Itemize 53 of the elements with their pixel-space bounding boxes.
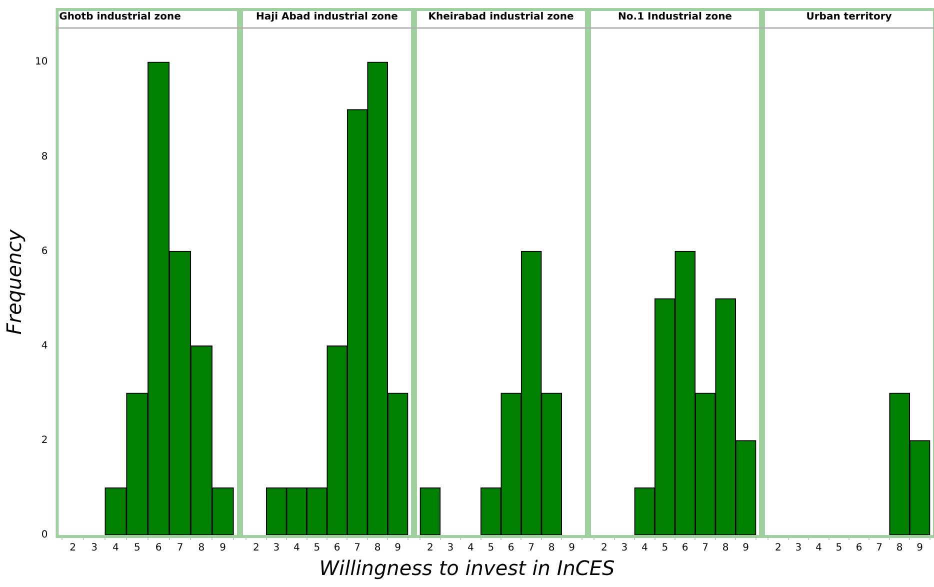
y-tick-label: 8 xyxy=(41,151,48,162)
x-tick-label: 5 xyxy=(836,542,842,554)
y-tick-label: 0 xyxy=(41,530,48,541)
x-tick-label: 5 xyxy=(314,542,320,554)
x-tick-label: 2 xyxy=(427,542,434,554)
chart-title: No.1 Industrial zone xyxy=(618,12,732,23)
x-tick-label: 9 xyxy=(568,542,575,554)
x-tick-label: 5 xyxy=(662,542,668,554)
x-tick-label: 4 xyxy=(467,542,474,554)
x-axis-title: Willingness to invest in InCES xyxy=(318,556,616,580)
x-tick-label: 3 xyxy=(447,542,454,554)
chart-title: Kheirabad industrial zone xyxy=(428,12,574,23)
x-tick-label: 4 xyxy=(815,542,822,554)
x-tick-label: 7 xyxy=(876,542,883,554)
x-tick-label: 7 xyxy=(176,542,184,554)
x-tick-label: 5 xyxy=(134,542,140,554)
x-tick-label: 3 xyxy=(91,542,98,554)
x-tick-label: 2 xyxy=(70,542,76,554)
x-tick-label: 4 xyxy=(112,542,119,554)
y-axis-title: Frequency xyxy=(2,228,26,335)
chart-title: Urban territory xyxy=(806,12,892,23)
x-tick-label: 6 xyxy=(334,542,340,554)
chart-title: Ghotb industrial zone xyxy=(59,12,182,23)
x-tick-label: 7 xyxy=(702,542,709,554)
x-tick-label: 2 xyxy=(775,542,782,554)
x-tick-label: 3 xyxy=(795,542,802,554)
x-tick-label: 6 xyxy=(856,542,862,554)
x-tick-label: 6 xyxy=(508,542,514,554)
x-tick-label: 3 xyxy=(273,542,280,554)
x-tick-label: 9 xyxy=(742,542,749,554)
x-tick-label: 4 xyxy=(293,542,300,554)
x-tick-label: 6 xyxy=(155,542,162,554)
x-tick-label: 8 xyxy=(548,542,555,554)
x-tick-label: 5 xyxy=(488,542,494,554)
x-tick-label: 9 xyxy=(916,542,923,554)
x-tick-label: 7 xyxy=(528,542,535,554)
y-tick-label: 4 xyxy=(41,340,48,352)
x-tick-label: 3 xyxy=(621,542,628,554)
y-tick-label: 2 xyxy=(41,435,48,446)
x-tick-label: 8 xyxy=(198,542,205,554)
y-tick-label: 10 xyxy=(34,56,48,68)
x-tick-label: 9 xyxy=(220,542,226,554)
x-tick-label: 7 xyxy=(354,542,361,554)
x-tick-label: 8 xyxy=(896,542,903,554)
x-tick-label: 6 xyxy=(682,542,688,554)
x-tick-label: 8 xyxy=(722,542,729,554)
x-tick-label: 2 xyxy=(601,542,608,554)
x-tick-label: 8 xyxy=(374,542,381,554)
x-tick-label: 2 xyxy=(253,542,260,554)
x-tick-label: 9 xyxy=(394,542,401,554)
x-tick-label: 4 xyxy=(641,542,648,554)
chart-title: Haji Abad industrial zone xyxy=(256,12,398,23)
y-tick-label: 6 xyxy=(41,246,48,257)
